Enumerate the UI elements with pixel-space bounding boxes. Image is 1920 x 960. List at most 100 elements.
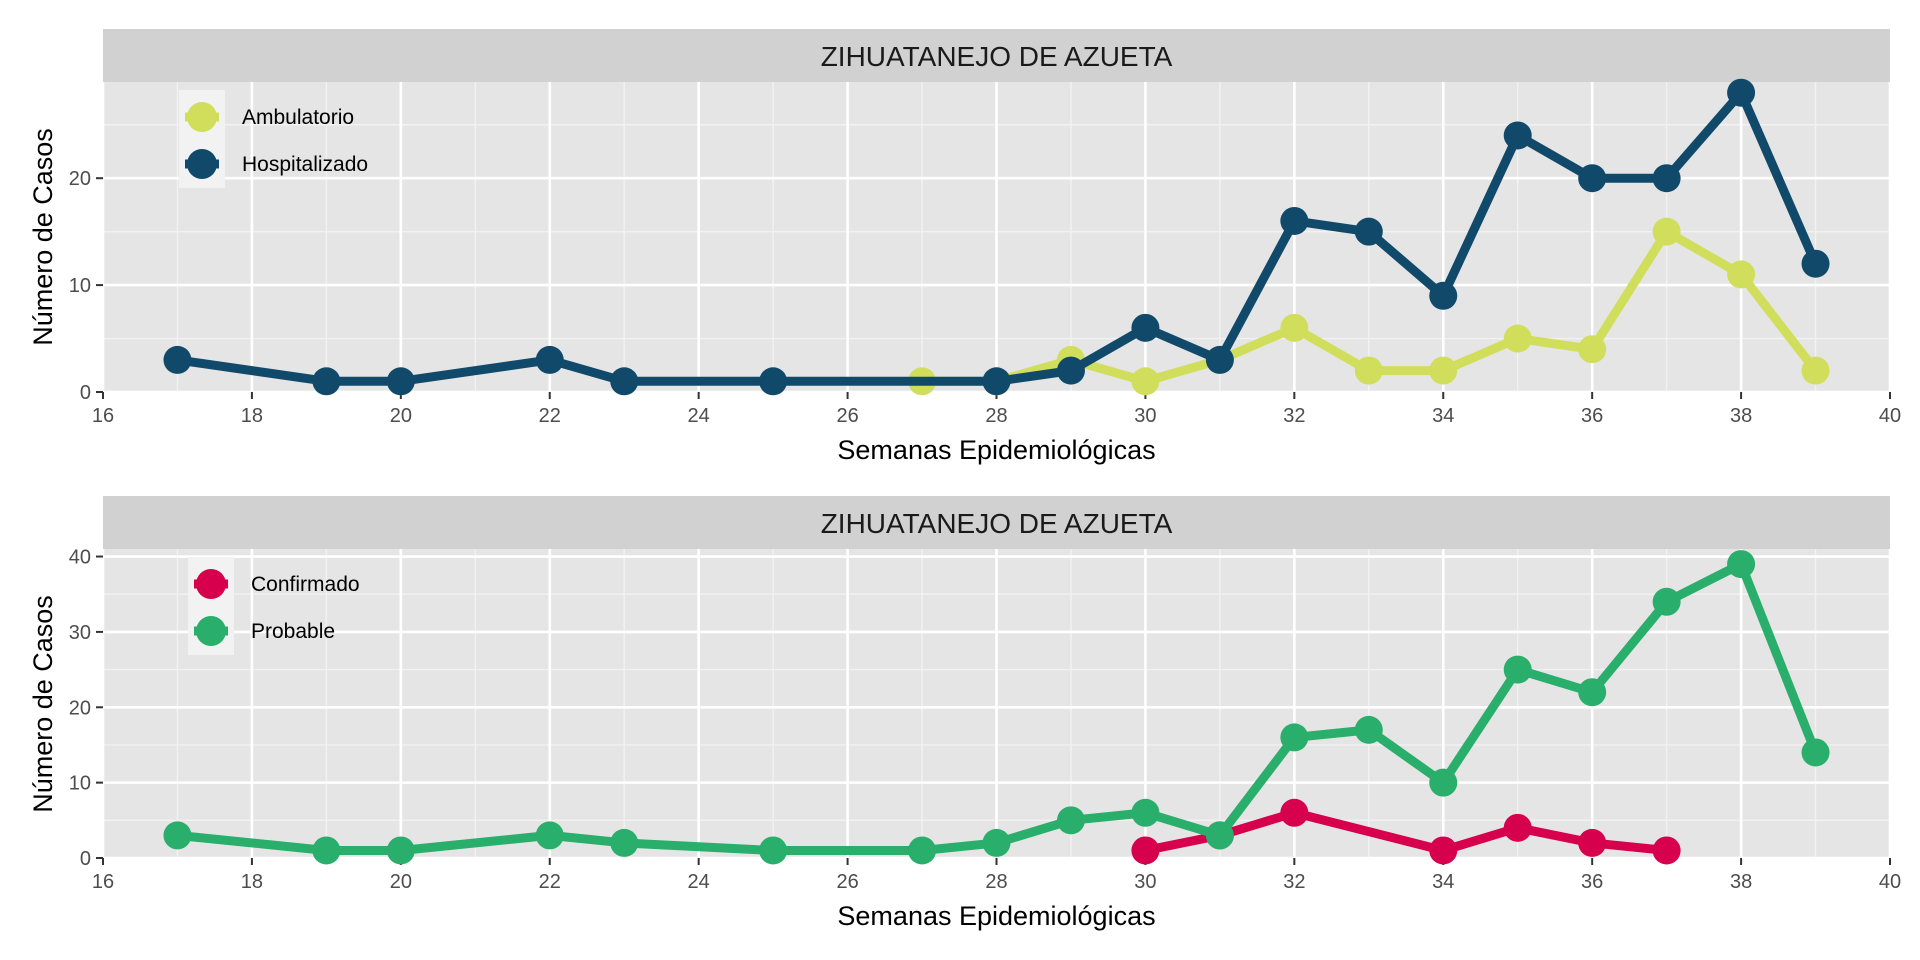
legend-label-probable: Probable [251,620,335,643]
legend-2: Confirmado Probable [188,557,360,655]
x-axis-title-2: Semanas Epidemiológicas [837,901,1155,931]
data-point-hospitalizado [1727,78,1756,107]
data-point-confirmado [1652,836,1681,865]
data-point-probable [1727,550,1756,579]
y-tick-label: 20 [69,168,91,190]
data-point-ambulatorio [1131,367,1160,396]
data-point-probable [1429,768,1458,797]
chart-panel-1: ZIHUATANEJO DE AZUETA 0 10 20 16 18 20 22 24 26… [28,29,1901,465]
data-point-probable [535,821,564,850]
x-tick-label: 28 [985,871,1007,893]
x-tick-label: 24 [688,405,710,427]
x-axis-title-1: Semanas Epidemiológicas [837,435,1155,465]
x-tick-label: 30 [1134,405,1156,427]
data-point-hospitalizado [386,367,415,396]
x-tick-label: 40 [1879,405,1901,427]
data-point-probable [1056,806,1085,835]
data-point-hospitalizado [610,367,639,396]
x-tick-label: 36 [1581,405,1603,427]
grid-2 [101,549,1892,860]
data-point-hospitalizado [1354,217,1383,246]
data-point-hospitalizado [163,345,192,374]
data-point-probable [386,836,415,865]
x-tick-label: 38 [1730,871,1752,893]
data-point-hospitalizado [1205,345,1234,374]
x-tick-label: 40 [1879,871,1901,893]
data-point-confirmado [1131,836,1160,865]
data-point-probable [1652,587,1681,616]
data-point-probable [1503,655,1532,684]
series-layer-2 [163,550,1830,865]
data-point-probable [312,836,341,865]
legend-key-point-ambulatorio [187,102,217,132]
data-point-confirmado [1429,836,1458,865]
data-point-probable [610,828,639,857]
data-point-hospitalizado [535,345,564,374]
chart-panel-2: ZIHUATANEJO DE AZUETA 0 10 20 30 40 16 18 20 22… [28,496,1901,931]
y-axis-title-2: Número de Casos [28,595,58,813]
data-point-hospitalizado [1652,164,1681,193]
legend-label-ambulatorio: Ambulatorio [242,106,354,129]
x-tick-label: 16 [92,405,114,427]
x-tick-label: 26 [836,405,858,427]
y-ticks-2: 0 10 20 30 40 [69,547,103,870]
strip-background-1 [103,29,1890,82]
strip-title-1: ZIHUATANEJO DE AZUETA [821,41,1173,72]
data-point-probable [759,836,788,865]
data-point-probable [908,836,937,865]
data-point-confirmado [1503,813,1532,842]
x-tick-label: 32 [1283,405,1305,427]
y-tick-label: 10 [69,773,91,795]
x-tick-label: 30 [1134,871,1156,893]
data-point-probable [982,828,1011,857]
data-point-hospitalizado [1801,249,1830,278]
data-point-ambulatorio [1429,356,1458,385]
legend-label-confirmado: Confirmado [251,573,360,596]
data-point-hospitalizado [982,367,1011,396]
x-tick-label: 34 [1432,405,1454,427]
data-point-ambulatorio [1280,313,1309,342]
x-tick-label: 26 [836,871,858,893]
x-tick-label: 16 [92,871,114,893]
data-point-hospitalizado [1056,356,1085,385]
data-point-hospitalizado [312,367,341,396]
data-point-probable [1280,723,1309,752]
x-tick-label: 20 [390,405,412,427]
y-ticks-1: 0 10 20 [69,168,103,404]
data-point-hospitalizado [1503,121,1532,150]
data-point-probable [1131,798,1160,827]
data-point-hospitalizado [1131,313,1160,342]
data-point-hospitalizado [1578,164,1607,193]
x-tick-label: 18 [241,405,263,427]
x-tick-label: 22 [539,405,561,427]
x-tick-label: 22 [539,871,561,893]
legend-1: Ambulatorio Hospitalizado [179,90,368,188]
data-point-ambulatorio [1503,324,1532,353]
legend-key-point-confirmado [196,569,226,599]
series-layer-1 [163,78,1830,396]
x-ticks-2: 16 18 20 22 24 26 28 30 32 34 36 38 40 [92,858,1901,893]
y-tick-label: 10 [69,275,91,297]
data-point-hospitalizado [759,367,788,396]
data-point-hospitalizado [1280,206,1309,235]
x-tick-label: 36 [1581,871,1603,893]
legend-label-hospitalizado: Hospitalizado [242,153,368,176]
data-point-ambulatorio [1727,260,1756,289]
y-tick-label: 0 [80,382,91,404]
y-tick-label: 40 [69,547,91,569]
y-tick-label: 0 [80,848,91,870]
data-point-probable [1354,715,1383,744]
data-point-probable [1801,738,1830,767]
data-point-ambulatorio [1354,356,1383,385]
y-tick-label: 30 [69,622,91,644]
x-ticks-1: 16 18 20 22 24 26 28 30 32 34 36 38 40 [92,392,1901,427]
legend-key-point-hospitalizado [187,149,217,179]
data-point-ambulatorio [1578,335,1607,364]
x-tick-label: 32 [1283,871,1305,893]
x-tick-label: 20 [390,871,412,893]
x-tick-label: 38 [1730,405,1752,427]
strip-title-2: ZIHUATANEJO DE AZUETA [821,508,1173,539]
x-tick-label: 28 [985,405,1007,427]
data-point-confirmado [1280,798,1309,827]
